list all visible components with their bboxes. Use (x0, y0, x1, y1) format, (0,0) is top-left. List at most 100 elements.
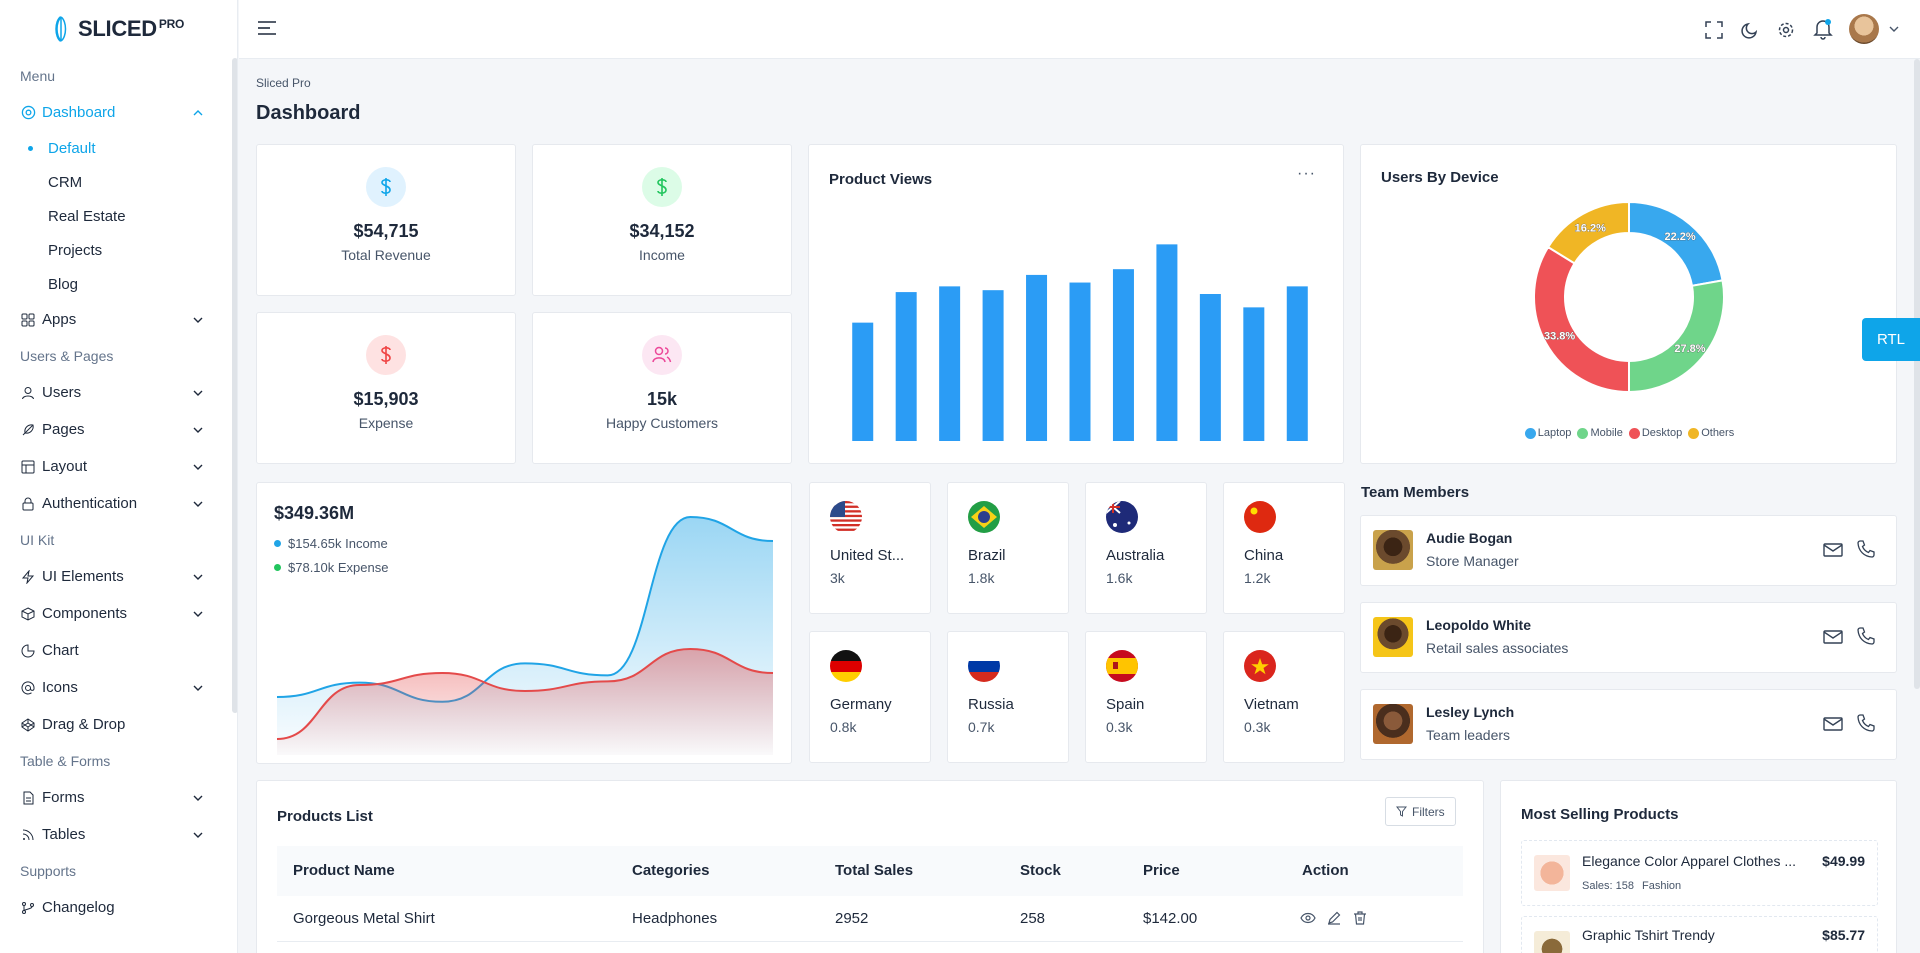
country-value: 0.7k (968, 719, 995, 735)
legend-item[interactable]: Mobile (1577, 427, 1623, 439)
legend-item[interactable]: Laptop (1524, 427, 1571, 439)
series-line[interactable] (276, 647, 774, 740)
donut-slice[interactable] (1628, 279, 1725, 394)
column-header[interactable]: Total Sales (835, 862, 914, 879)
sidebar-item-components[interactable]: Components (0, 595, 237, 632)
mail-icon[interactable] (1823, 542, 1843, 558)
sidebar-item-drag-drop[interactable]: Drag & Drop (0, 706, 237, 743)
filters-button[interactable]: Filters (1385, 797, 1456, 826)
sidebar-sub-crm[interactable]: CRM (48, 173, 83, 191)
member-photo (1373, 617, 1413, 657)
phone-icon[interactable] (1857, 627, 1875, 645)
chevron-up-icon (193, 109, 203, 116)
country-card[interactable]: Germany 0.8k (809, 631, 931, 763)
sidebar-sub-blog[interactable]: Blog (48, 275, 79, 293)
main-scrollbar[interactable] (1914, 59, 1920, 689)
chart-bar[interactable] (1112, 269, 1134, 441)
avatar[interactable] (1849, 14, 1879, 44)
legend-item[interactable]: Others (1688, 427, 1734, 439)
team-member: Audie Bogan Store Manager (1360, 515, 1897, 586)
sidebar-item-label: Icons (42, 679, 78, 696)
chart-bar[interactable] (982, 290, 1004, 441)
chart-bar[interactable] (1156, 244, 1178, 441)
country-card[interactable]: Australia 1.6k (1085, 482, 1207, 614)
chart-bar[interactable] (852, 322, 874, 441)
chart-bar[interactable] (939, 286, 961, 441)
mail-icon[interactable] (1823, 629, 1843, 645)
product-name: Elegance Color Apparel Clothes ... (1582, 853, 1797, 869)
country-name: Russia (968, 696, 1014, 713)
column-header[interactable]: Stock (1020, 862, 1061, 879)
chart-bar[interactable] (1199, 294, 1221, 441)
phone-icon[interactable] (1857, 540, 1875, 558)
country-card[interactable]: United St... 3k (809, 482, 931, 614)
chart-bar[interactable] (895, 292, 917, 441)
mail-icon[interactable] (1823, 716, 1843, 732)
sidebar-item-pages[interactable]: Pages (0, 411, 237, 448)
sidebar-item-changelog[interactable]: Changelog (0, 889, 237, 926)
country-card[interactable]: Russia 0.7k (947, 631, 1069, 763)
sidebar-item-apps[interactable]: Apps (0, 301, 237, 338)
sidebar-sub-projects[interactable]: Projects (48, 241, 103, 259)
eye-icon[interactable] (1300, 912, 1316, 924)
member-role: Retail sales associates (1426, 640, 1569, 656)
country-card[interactable]: Vietnam 0.3k (1223, 631, 1345, 763)
donut-slice[interactable] (1628, 200, 1724, 287)
sidebar-item-authentication[interactable]: Authentication (0, 485, 237, 522)
chart-bar[interactable] (1026, 274, 1048, 441)
sidebar-sub-real-estate[interactable]: Real Estate (48, 207, 126, 225)
donut-slice[interactable] (1546, 200, 1630, 265)
chevron-down-icon (193, 390, 203, 396)
zap-icon (20, 569, 36, 585)
rtl-button[interactable]: RTL (1862, 318, 1920, 361)
column-header[interactable]: Product Name (293, 862, 395, 879)
table-row[interactable]: Gorgeous Metal Shirt Headphones 2952 258… (277, 896, 1463, 942)
series-line[interactable] (276, 515, 774, 703)
list-item[interactable]: Graphic Tshirt Trendy $85.77 (1521, 916, 1878, 953)
brand-sup: PRO (158, 17, 184, 31)
sidebar-item-forms[interactable]: Forms (0, 779, 237, 816)
sidebar-scrollbar[interactable] (232, 58, 237, 713)
member-name: Lesley Lynch (1426, 704, 1515, 720)
list-item[interactable]: Elegance Color Apparel Clothes ... $49.9… (1521, 840, 1878, 906)
sidebar-item-tables[interactable]: Tables (0, 816, 237, 853)
sidebar-item-dashboard[interactable]: Dashboard (0, 94, 237, 131)
team-member: Lesley Lynch Team leaders (1360, 689, 1897, 760)
donut-slice[interactable] (1533, 245, 1630, 394)
legend-item[interactable]: Desktop (1628, 427, 1682, 439)
sidebar-item-chart[interactable]: Chart (0, 632, 237, 669)
moon-icon[interactable] (1741, 21, 1759, 39)
phone-icon[interactable] (1857, 714, 1875, 732)
chevron-down-icon (193, 464, 203, 470)
country-card[interactable]: Brazil 1.8k (947, 482, 1069, 614)
trash-icon[interactable] (1353, 911, 1367, 925)
chevron-down-icon[interactable] (1889, 26, 1899, 32)
sidebar-item-ui-elements[interactable]: UI Elements (0, 558, 237, 595)
column-header[interactable]: Action (1302, 862, 1349, 879)
bell-icon[interactable] (1813, 18, 1833, 40)
chart-bar[interactable] (1243, 307, 1265, 441)
country-card[interactable]: Spain 0.3k (1085, 631, 1207, 763)
nav-section-menu: Menu (20, 68, 56, 84)
sidebar-sub-default[interactable]: Default (0, 131, 237, 165)
edit-icon[interactable] (1327, 911, 1341, 925)
gear-icon[interactable] (1777, 21, 1795, 39)
team-title: Team Members (1361, 484, 1470, 501)
breadcrumb[interactable]: Sliced Pro (256, 76, 311, 90)
sidebar-item-icons[interactable]: Icons (0, 669, 237, 706)
sidebar-item-users[interactable]: Users (0, 374, 237, 411)
chart-bar[interactable] (1286, 286, 1308, 441)
country-value: 1.2k (1244, 570, 1271, 586)
country-card[interactable]: China 1.2k (1223, 482, 1345, 614)
sidebar-item-layout[interactable]: Layout (0, 448, 237, 485)
menu-icon[interactable] (257, 20, 277, 36)
fullscreen-icon[interactable] (1705, 21, 1723, 39)
sidebar-item-label: Forms (42, 789, 85, 806)
chart-bar[interactable] (1069, 282, 1091, 441)
column-header[interactable]: Price (1143, 862, 1180, 879)
more-icon[interactable]: ··· (1297, 165, 1316, 182)
column-header[interactable]: Categories (632, 862, 710, 879)
grid-icon (20, 312, 36, 328)
brand-logo[interactable]: SLICED PRO (0, 0, 237, 58)
cell-product-name: Gorgeous Metal Shirt (293, 910, 435, 927)
